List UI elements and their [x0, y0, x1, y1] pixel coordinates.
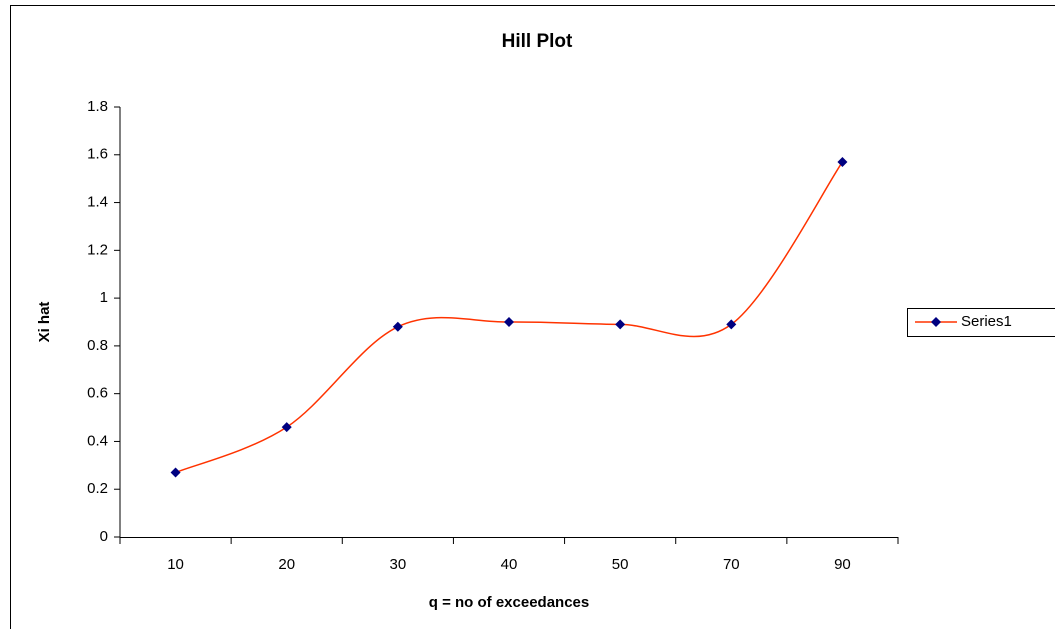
marker — [392, 321, 403, 332]
x-tick-label: 30 — [390, 556, 407, 573]
y-tick-label: 1.4 — [87, 194, 108, 211]
y-tick-label: 1.8 — [87, 98, 108, 115]
chart-title: Hill Plot — [502, 31, 573, 52]
x-tick-label: 10 — [167, 556, 184, 573]
marker — [281, 422, 292, 433]
marker — [504, 317, 514, 327]
legend-marker — [931, 317, 941, 327]
marker — [837, 156, 848, 167]
y-tick-label: 0.6 — [87, 385, 108, 402]
y-tick-label: 0.8 — [87, 337, 108, 354]
x-axis-title: q = no of exceedances — [429, 594, 589, 611]
y-axis-title: Xi hat — [36, 302, 53, 343]
legend-box — [907, 308, 1055, 337]
y-tick-label: 0.2 — [87, 480, 108, 497]
marker — [170, 467, 181, 478]
y-tick-label: 1.2 — [87, 241, 108, 258]
x-tick-label: 20 — [278, 556, 295, 573]
x-tick-label: 90 — [834, 556, 851, 573]
y-tick-label: 0.4 — [87, 432, 108, 449]
x-tick-label: 40 — [501, 556, 518, 573]
y-tick-label: 1.6 — [87, 146, 108, 163]
y-tick-label: 1 — [100, 289, 108, 306]
x-tick-label: 50 — [612, 556, 629, 573]
legend-label: Series1 — [961, 313, 1012, 330]
marker — [615, 319, 626, 330]
y-tick-label: 0 — [100, 528, 108, 545]
chart-frame — [10, 5, 1055, 629]
marker — [726, 319, 737, 330]
x-tick-label: 70 — [723, 556, 740, 573]
